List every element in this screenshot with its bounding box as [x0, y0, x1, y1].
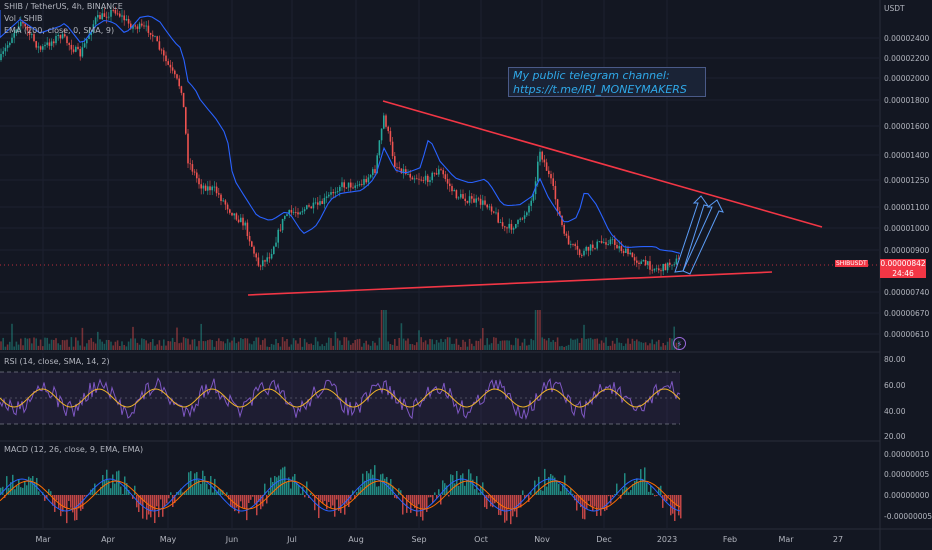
month-label: Jun — [225, 535, 239, 544]
macd-signal-line — [0, 480, 681, 510]
note-line-1: My public telegram channel: — [513, 69, 670, 82]
lightning-icon[interactable]: ⚡ — [673, 337, 686, 350]
bar-countdown: 24:46 — [892, 268, 914, 278]
volume-legend[interactable]: Vol · SHIB — [4, 14, 43, 23]
support-trendline[interactable] — [247, 271, 773, 296]
month-label: 2023 — [657, 535, 677, 544]
price-tick-label: 0.00000670 — [884, 309, 930, 318]
rsi-axis[interactable]: 80.00 60.00 40.00 20.00 — [884, 355, 906, 441]
ema-legend[interactable]: EMA (200, close, 0, SMA, 9) — [4, 26, 115, 35]
macd-line — [0, 478, 681, 512]
time-axis[interactable]: Mar Apr May Jun Jul Aug Sep Oct Nov Dec 2023 Feb Mar… — [35, 535, 843, 544]
macd-tick-label: 0.00000000 — [884, 491, 930, 500]
month-label: 27 — [833, 535, 843, 544]
ema-200-line — [0, 10, 681, 254]
price-tick-label: 0.00001000 — [884, 224, 930, 233]
symbol-legend[interactable]: SHIB / TetherUS, 4h, BINANCE — [4, 2, 123, 11]
currency-label: USDT — [884, 4, 905, 13]
price-tick-label: 0.00000740 — [884, 288, 930, 297]
rsi-tick-label: 80.00 — [884, 355, 906, 364]
month-label: Aug — [348, 535, 364, 544]
price-tick-label: 0.00001250 — [884, 176, 930, 185]
macd-tick-label: 0.00000005 — [884, 470, 930, 479]
rsi-tick-label: 60.00 — [884, 381, 906, 390]
month-label: Mar — [35, 535, 51, 544]
macd-axis[interactable]: 0.00000010 0.00000005 0.00000000 -0.0000000… — [884, 450, 932, 521]
price-tick-label: 0.00002400 — [884, 34, 930, 43]
month-label: Feb — [723, 535, 737, 544]
price-tick-label: 0.00001400 — [884, 151, 930, 160]
month-label: Dec — [596, 535, 611, 544]
price-tick-label: 0.00001800 — [884, 96, 930, 105]
note-line-2: https://t.me/IRI_MONEYMAKERS — [513, 83, 687, 96]
breakout-arrow-icon[interactable] — [674, 195, 724, 275]
month-label: Oct — [474, 535, 488, 544]
month-label: Apr — [101, 535, 116, 544]
price-tick-label: 0.00002000 — [884, 74, 930, 83]
month-label: Mar — [778, 535, 794, 544]
symbol-price-label: SHIBUSDT — [835, 260, 868, 267]
current-price-tag[interactable]: 0.00000842 24:46 — [880, 259, 926, 278]
rsi-tick-label: 40.00 — [884, 407, 906, 416]
resistance-trendline[interactable] — [382, 100, 823, 228]
month-label: Jul — [286, 535, 297, 544]
month-label: May — [160, 535, 177, 544]
rsi-ma-line — [0, 388, 681, 408]
price-tick-label: 0.00002200 — [884, 54, 930, 63]
current-price-value: 0.00000842 — [880, 259, 926, 268]
macd-legend[interactable]: MACD (12, 26, close, 9, EMA, EMA) — [4, 445, 144, 454]
price-tick-label: 0.00001600 — [884, 122, 930, 131]
macd-tick-label: 0.00000010 — [884, 450, 930, 459]
rsi-tick-label: 20.00 — [884, 432, 906, 441]
volume-bars — [0, 310, 680, 350]
price-axis[interactable]: 0.00002400 0.00002200 0.00002000 0.00001800… — [884, 34, 930, 339]
month-label: Sep — [411, 535, 426, 544]
candlestick-series[interactable] — [0, 5, 680, 277]
price-tick-label: 0.00001100 — [884, 203, 930, 212]
grid-lines — [0, 0, 880, 529]
rsi-legend[interactable]: RSI (14, close, SMA, 14, 2) — [4, 357, 110, 366]
price-tick-label: 0.00000900 — [884, 246, 930, 255]
month-label: Nov — [534, 535, 550, 544]
macd-tick-label: -0.00000005 — [884, 512, 932, 521]
price-tick-label: 0.00000610 — [884, 330, 930, 339]
telegram-note[interactable]: My public telegram channel: https://t.me… — [508, 67, 706, 97]
